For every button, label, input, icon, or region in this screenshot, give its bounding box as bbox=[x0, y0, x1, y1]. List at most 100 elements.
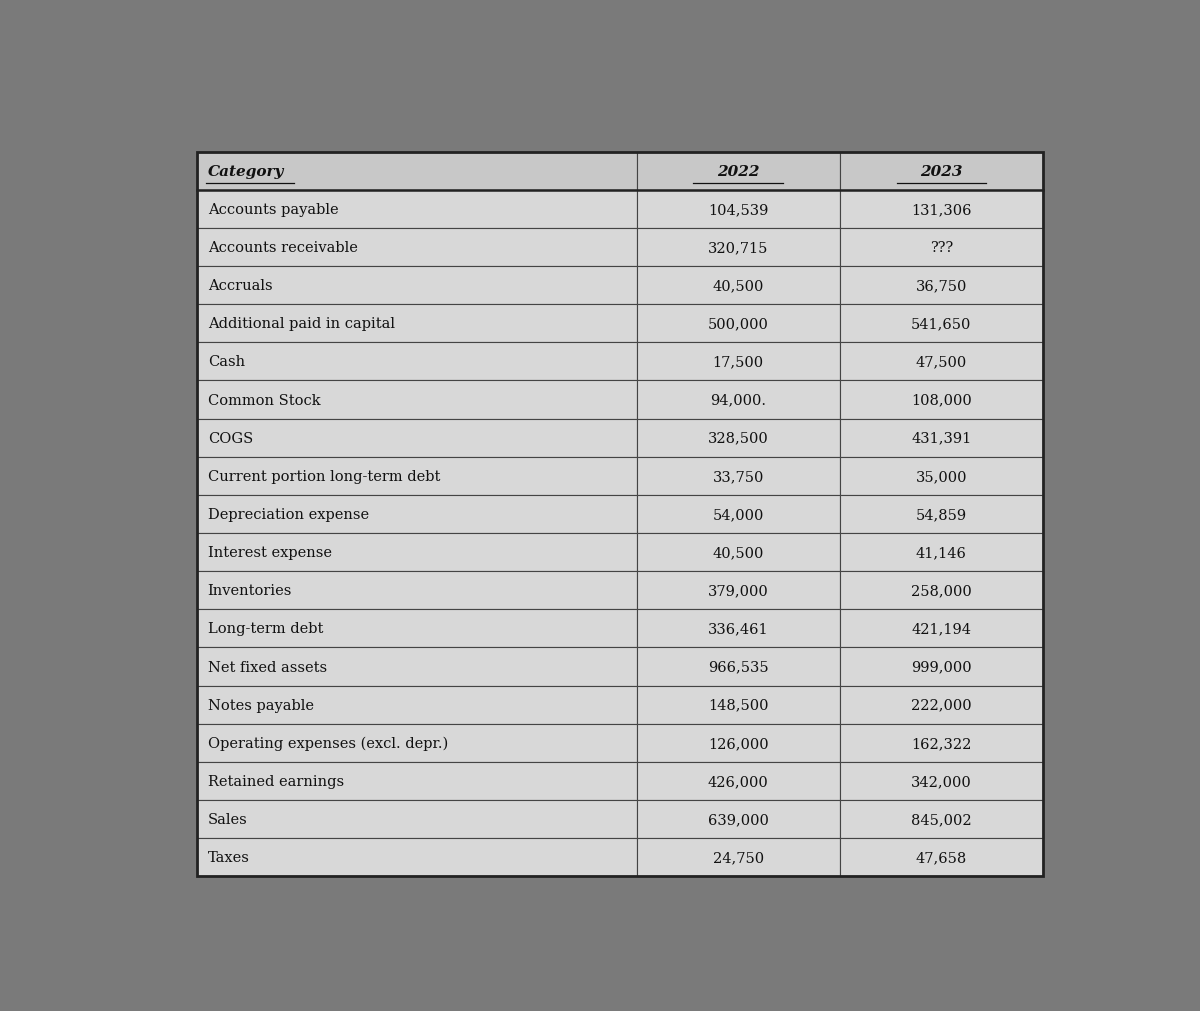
Bar bbox=[840, 685, 1043, 724]
Text: Depreciation expense: Depreciation expense bbox=[208, 508, 368, 522]
Text: 541,650: 541,650 bbox=[911, 316, 972, 331]
Text: 162,322: 162,322 bbox=[911, 736, 972, 750]
Text: 999,000: 999,000 bbox=[911, 660, 972, 674]
Bar bbox=[636, 534, 840, 571]
Bar bbox=[840, 153, 1043, 190]
Bar bbox=[197, 610, 636, 648]
Text: 24,750: 24,750 bbox=[713, 850, 763, 864]
Bar bbox=[197, 534, 636, 571]
Bar bbox=[840, 190, 1043, 228]
Text: 94,000.: 94,000. bbox=[710, 393, 766, 407]
Bar bbox=[840, 267, 1043, 305]
Text: 40,500: 40,500 bbox=[713, 279, 764, 293]
Bar bbox=[840, 648, 1043, 685]
Text: 47,658: 47,658 bbox=[916, 850, 967, 864]
Text: 40,500: 40,500 bbox=[713, 546, 764, 559]
Text: COGS: COGS bbox=[208, 432, 253, 445]
Text: Retained earnings: Retained earnings bbox=[208, 774, 343, 789]
Text: 2022: 2022 bbox=[716, 165, 760, 179]
Bar bbox=[840, 343, 1043, 381]
Bar bbox=[197, 571, 636, 610]
Bar bbox=[840, 762, 1043, 801]
Bar bbox=[636, 838, 840, 877]
Text: 342,000: 342,000 bbox=[911, 774, 972, 789]
Text: 320,715: 320,715 bbox=[708, 241, 768, 255]
Text: 336,461: 336,461 bbox=[708, 622, 768, 636]
Text: Accruals: Accruals bbox=[208, 279, 272, 293]
Text: 222,000: 222,000 bbox=[911, 698, 972, 712]
Bar bbox=[636, 153, 840, 190]
Bar bbox=[840, 838, 1043, 877]
Text: Cash: Cash bbox=[208, 355, 245, 369]
Bar bbox=[197, 305, 636, 343]
Text: Sales: Sales bbox=[208, 812, 247, 826]
Text: 41,146: 41,146 bbox=[916, 546, 967, 559]
Text: Interest expense: Interest expense bbox=[208, 546, 331, 559]
Bar bbox=[197, 267, 636, 305]
Bar bbox=[636, 685, 840, 724]
Bar bbox=[840, 724, 1043, 762]
Text: Notes payable: Notes payable bbox=[208, 698, 313, 712]
Text: 2023: 2023 bbox=[920, 165, 962, 179]
Text: 54,859: 54,859 bbox=[916, 508, 967, 522]
Text: 54,000: 54,000 bbox=[713, 508, 764, 522]
Bar bbox=[636, 343, 840, 381]
Bar bbox=[197, 724, 636, 762]
Text: ???: ??? bbox=[930, 241, 953, 255]
Text: 426,000: 426,000 bbox=[708, 774, 768, 789]
Text: 431,391: 431,391 bbox=[911, 432, 971, 445]
Bar bbox=[636, 762, 840, 801]
Text: Net fixed assets: Net fixed assets bbox=[208, 660, 326, 674]
Text: Additional paid in capital: Additional paid in capital bbox=[208, 316, 395, 331]
Bar bbox=[840, 228, 1043, 267]
Text: Taxes: Taxes bbox=[208, 850, 250, 864]
Text: 17,500: 17,500 bbox=[713, 355, 763, 369]
Bar bbox=[197, 228, 636, 267]
Bar bbox=[197, 801, 636, 838]
Bar bbox=[636, 420, 840, 457]
Bar bbox=[197, 420, 636, 457]
Text: 33,750: 33,750 bbox=[713, 469, 764, 483]
Bar bbox=[840, 801, 1043, 838]
Bar bbox=[840, 457, 1043, 495]
Text: Category: Category bbox=[208, 165, 284, 179]
Bar bbox=[197, 381, 636, 420]
Bar bbox=[197, 457, 636, 495]
Text: 104,539: 104,539 bbox=[708, 202, 768, 216]
Bar bbox=[636, 305, 840, 343]
Bar bbox=[197, 685, 636, 724]
Text: 845,002: 845,002 bbox=[911, 812, 972, 826]
Text: 421,194: 421,194 bbox=[911, 622, 971, 636]
Text: 126,000: 126,000 bbox=[708, 736, 768, 750]
Text: 966,535: 966,535 bbox=[708, 660, 768, 674]
Bar bbox=[197, 343, 636, 381]
Bar bbox=[197, 762, 636, 801]
Bar bbox=[636, 571, 840, 610]
Text: 258,000: 258,000 bbox=[911, 583, 972, 598]
Text: Long-term debt: Long-term debt bbox=[208, 622, 323, 636]
Text: Operating expenses (excl. depr.): Operating expenses (excl. depr.) bbox=[208, 736, 448, 750]
Text: 379,000: 379,000 bbox=[708, 583, 768, 598]
Text: Accounts payable: Accounts payable bbox=[208, 202, 338, 216]
Bar bbox=[840, 381, 1043, 420]
Bar bbox=[636, 267, 840, 305]
Text: 148,500: 148,500 bbox=[708, 698, 768, 712]
Text: 500,000: 500,000 bbox=[708, 316, 768, 331]
Bar bbox=[636, 381, 840, 420]
Bar bbox=[636, 801, 840, 838]
Bar bbox=[840, 495, 1043, 534]
Text: 36,750: 36,750 bbox=[916, 279, 967, 293]
Bar bbox=[636, 648, 840, 685]
Bar bbox=[197, 648, 636, 685]
Text: Current portion long-term debt: Current portion long-term debt bbox=[208, 469, 440, 483]
Text: 47,500: 47,500 bbox=[916, 355, 967, 369]
Bar bbox=[636, 457, 840, 495]
Bar bbox=[197, 190, 636, 228]
Text: 108,000: 108,000 bbox=[911, 393, 972, 407]
Bar bbox=[840, 534, 1043, 571]
Bar bbox=[197, 838, 636, 877]
Text: 639,000: 639,000 bbox=[708, 812, 768, 826]
Bar bbox=[197, 153, 636, 190]
Text: Common Stock: Common Stock bbox=[208, 393, 320, 407]
Bar bbox=[636, 228, 840, 267]
